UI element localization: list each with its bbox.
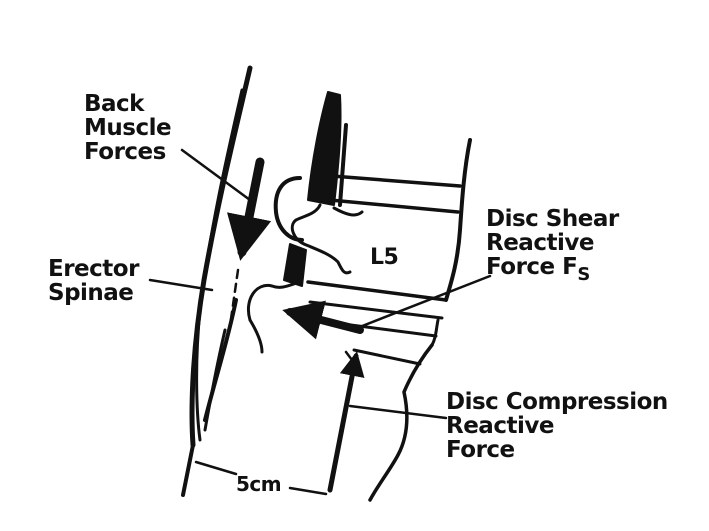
sacrum — [368, 343, 434, 502]
subscript: S — [577, 264, 590, 286]
back-muscle-forces-label: Back Muscle Forces — [84, 91, 172, 166]
disc-shear-label: Disc Shear Reactive Force FS — [486, 207, 619, 285]
upper-vertebra — [273, 176, 304, 242]
erector-spinae-muscle — [189, 65, 253, 448]
label-line: Spinae — [48, 280, 134, 307]
lamina-dark — [283, 243, 307, 287]
label-line: Force FS — [486, 255, 619, 285]
label-line: Disc Compression — [446, 389, 668, 415]
disc-compression-arrow — [327, 351, 365, 493]
label-line: Erector — [48, 256, 139, 282]
back-muscle-force-arrow — [226, 157, 272, 261]
distance-label: 5cm — [236, 472, 282, 496]
label-line: Reactive — [446, 413, 554, 440]
disc — [308, 300, 444, 320]
erector-spinae-inner — [195, 88, 244, 442]
leader-disc-shear — [350, 274, 492, 332]
disc-compression-label: Disc Compression Reactive Force — [446, 389, 668, 464]
leader-erector — [148, 278, 214, 292]
label-line: Disc Shear — [486, 206, 619, 232]
erector-spinae-label: Erector Spinae — [48, 257, 139, 305]
leader-back-muscle — [180, 148, 252, 202]
leader-disc-compression — [348, 404, 448, 420]
back-line — [181, 443, 195, 497]
dimension-line — [194, 460, 238, 476]
vertebra-label: L5 — [370, 245, 399, 270]
label-line: Force — [446, 437, 515, 464]
label-line: Back — [84, 91, 144, 117]
disc-shear-arrow — [282, 300, 364, 340]
label-line: Muscle — [84, 115, 172, 142]
label-line: Forces — [84, 139, 166, 166]
label-text: Force F — [486, 254, 578, 281]
spinous-process — [307, 91, 342, 206]
l5-body — [330, 174, 462, 188]
label-line: Reactive — [486, 230, 594, 257]
